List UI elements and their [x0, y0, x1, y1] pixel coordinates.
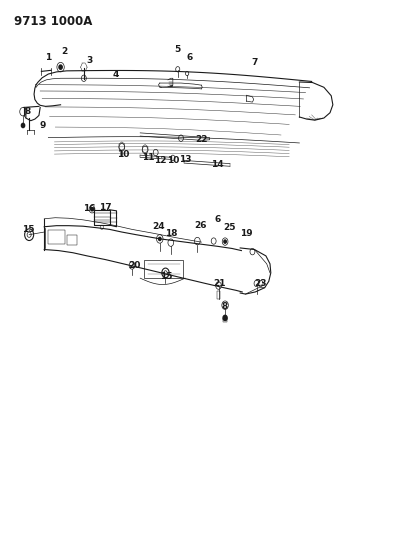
- Text: 23: 23: [254, 279, 267, 288]
- Text: 17: 17: [99, 203, 112, 212]
- Text: 24: 24: [152, 222, 165, 231]
- Circle shape: [21, 123, 25, 127]
- Text: 21: 21: [214, 279, 226, 288]
- Text: 15: 15: [22, 225, 34, 234]
- Text: 13: 13: [179, 155, 192, 164]
- Circle shape: [91, 208, 93, 211]
- Text: 5: 5: [174, 45, 180, 54]
- Text: 4: 4: [113, 70, 119, 79]
- Circle shape: [224, 240, 226, 243]
- Text: 12: 12: [155, 156, 167, 165]
- Text: 15: 15: [160, 271, 173, 280]
- Text: 18: 18: [164, 229, 177, 238]
- Text: 10: 10: [117, 150, 129, 159]
- Text: 10: 10: [166, 156, 179, 165]
- Text: 20: 20: [128, 261, 140, 270]
- Text: 16: 16: [83, 204, 95, 213]
- Text: 1: 1: [45, 53, 51, 62]
- Text: 14: 14: [211, 160, 224, 169]
- Text: 2: 2: [62, 47, 68, 56]
- Text: 19: 19: [240, 229, 253, 238]
- Text: 8: 8: [222, 302, 228, 311]
- Circle shape: [223, 316, 227, 320]
- Text: 22: 22: [195, 135, 208, 144]
- Circle shape: [159, 237, 161, 240]
- Text: 11: 11: [142, 153, 155, 162]
- Text: 26: 26: [194, 221, 207, 230]
- Text: 9: 9: [39, 122, 45, 131]
- Text: 6: 6: [186, 53, 192, 62]
- Text: 3: 3: [86, 56, 92, 65]
- Text: 25: 25: [223, 223, 236, 232]
- Circle shape: [59, 65, 62, 69]
- Text: 6: 6: [215, 215, 221, 224]
- Text: 8: 8: [25, 107, 31, 116]
- Text: 7: 7: [251, 58, 258, 67]
- Text: 9713 1000A: 9713 1000A: [14, 14, 92, 28]
